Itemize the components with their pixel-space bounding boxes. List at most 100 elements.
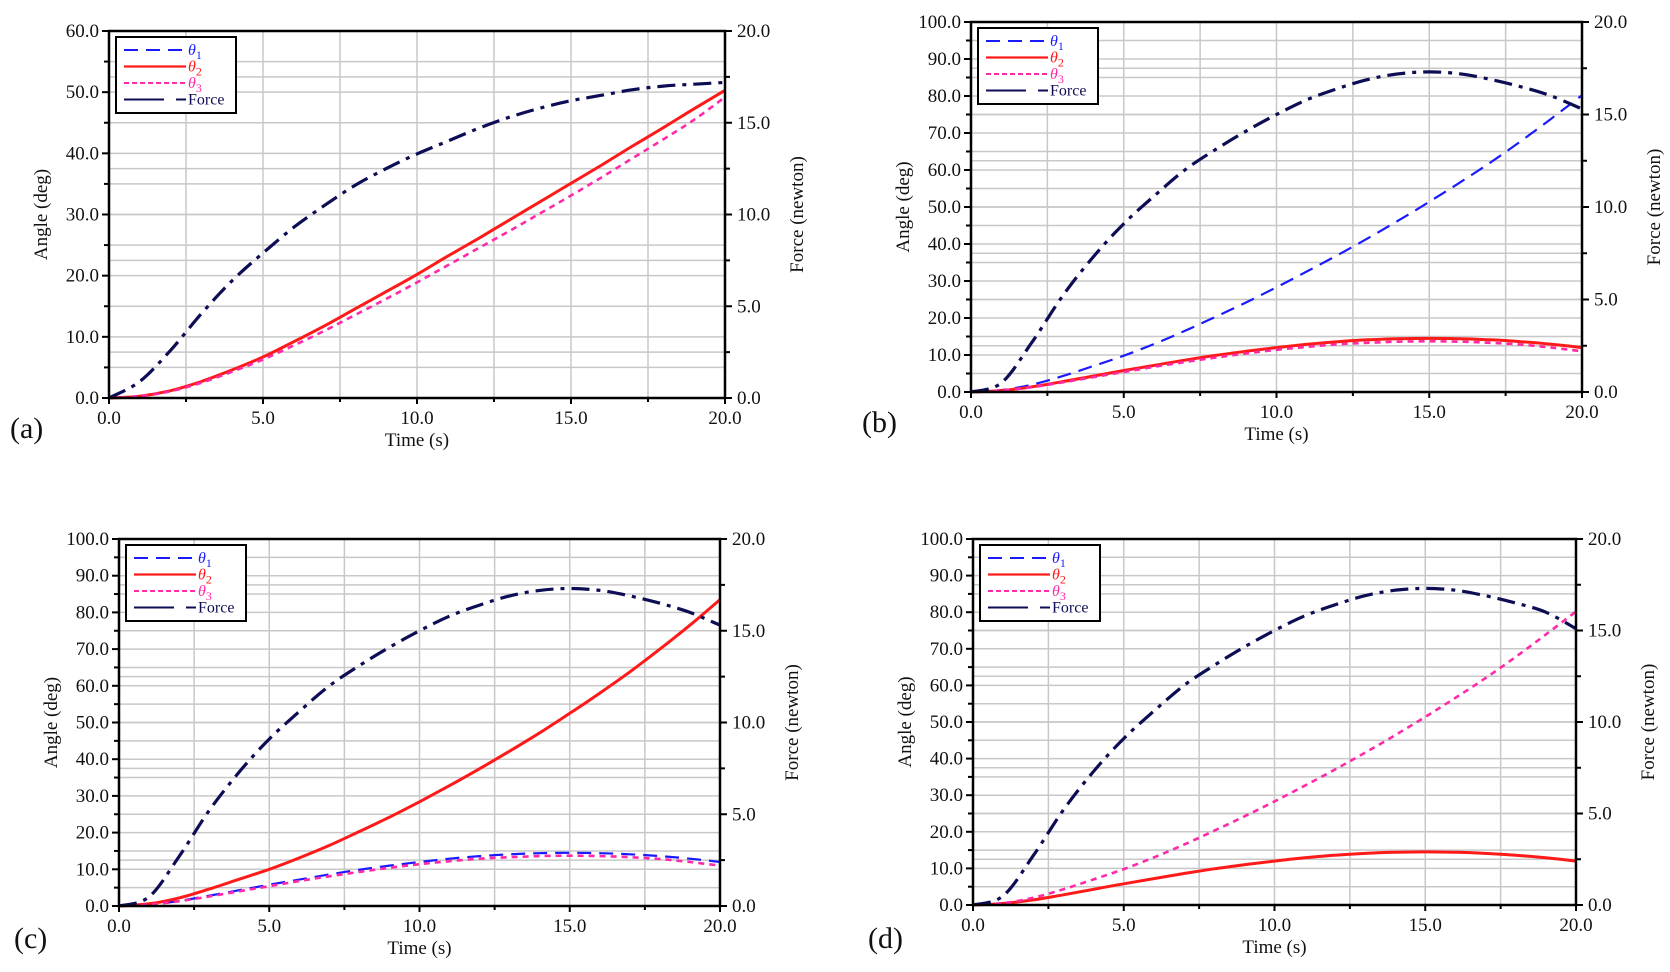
- y-tick-label: 60.0: [930, 675, 963, 696]
- y-axis-title: Angle (deg): [41, 677, 62, 768]
- x-tick-label: 5.0: [251, 408, 275, 429]
- y-axis-title: Angle (deg): [893, 161, 914, 252]
- legend-subscript: 1: [1060, 556, 1066, 570]
- y2-axis-title: Force (newton): [1638, 664, 1659, 781]
- legend-subscript: 1: [206, 556, 212, 570]
- chart-panel-d: 0.010.020.030.040.050.060.070.080.090.01…: [868, 529, 1659, 958]
- x-axis-title: Time (s): [387, 938, 451, 959]
- x-tick-label: 15.0: [554, 408, 587, 429]
- x-tick-label: 15.0: [553, 916, 586, 937]
- series-line-force: [118, 586, 721, 908]
- y-tick-label: 0.0: [937, 382, 961, 403]
- grid: [971, 22, 1582, 392]
- chart-panel-c: 0.010.020.030.040.050.060.070.080.090.01…: [14, 529, 803, 959]
- y2-tick-label: 10.0: [737, 205, 770, 226]
- legend-label-force: Force: [188, 92, 224, 109]
- x-axis-title: Time (s): [385, 430, 449, 451]
- y2-tick-label: 10.0: [1594, 197, 1627, 218]
- y-tick-label: 30.0: [66, 205, 99, 226]
- y-axis-title: Angle (deg): [895, 676, 916, 767]
- y-tick-label: 100.0: [66, 529, 109, 550]
- panel-label: (a): [10, 412, 43, 445]
- y2-tick-label: 20.0: [1594, 12, 1627, 33]
- legend-subscript: 2: [1058, 56, 1064, 70]
- legend-subscript: 2: [196, 65, 202, 79]
- series-line-force: [972, 586, 1577, 907]
- y-tick-label: 40.0: [928, 234, 961, 255]
- y-tick-label: 100.0: [920, 529, 963, 550]
- y-tick-label: 70.0: [76, 639, 109, 660]
- grid: [119, 539, 720, 906]
- x-tick-label: 10.0: [1258, 915, 1291, 936]
- y2-tick-label: 0.0: [1594, 382, 1618, 403]
- y2-tick-label: 5.0: [737, 296, 761, 317]
- y-tick-label: 60.0: [76, 676, 109, 697]
- y-tick-label: 50.0: [930, 712, 963, 733]
- panel-label: (c): [14, 922, 47, 955]
- x-axis-title: Time (s): [1244, 424, 1308, 445]
- y-tick-label: 0.0: [85, 896, 109, 917]
- y2-tick-label: 10.0: [732, 713, 765, 734]
- grid: [973, 539, 1576, 905]
- legend-subscript: 3: [196, 81, 202, 95]
- x-tick-label: 20.0: [703, 916, 736, 937]
- x-tick-label: 5.0: [1112, 915, 1136, 936]
- y-tick-label: 30.0: [930, 785, 963, 806]
- y-tick-label: 0.0: [75, 388, 99, 409]
- y-tick-label: 60.0: [66, 21, 99, 42]
- series-line-theta3: [118, 854, 721, 908]
- chart-panel-a: 0.010.020.030.040.050.060.00.05.010.015.…: [10, 21, 808, 451]
- legend-subscript: 1: [196, 48, 202, 62]
- y2-tick-label: 0.0: [1588, 895, 1612, 916]
- legend-subscript: 3: [1060, 589, 1066, 603]
- y-tick-label: 70.0: [930, 639, 963, 660]
- y2-tick-label: 15.0: [1588, 621, 1621, 642]
- x-tick-label: 0.0: [97, 408, 121, 429]
- y-tick-label: 70.0: [928, 123, 961, 144]
- legend-subscript: 3: [206, 589, 212, 603]
- y-tick-label: 60.0: [928, 160, 961, 181]
- y2-tick-label: 20.0: [737, 21, 770, 42]
- legend-subscript: 2: [206, 573, 212, 587]
- y-tick-label: 40.0: [930, 749, 963, 770]
- chart-panel-b: 0.010.020.030.040.050.060.070.080.090.01…: [862, 12, 1665, 445]
- y-tick-label: 40.0: [66, 143, 99, 164]
- y2-tick-label: 0.0: [732, 896, 756, 917]
- y-tick-label: 40.0: [76, 749, 109, 770]
- x-tick-label: 10.0: [1260, 402, 1293, 423]
- y-tick-label: 10.0: [76, 859, 109, 880]
- x-tick-label: 20.0: [1559, 915, 1592, 936]
- legend-subscript: 1: [1058, 39, 1064, 53]
- y-tick-label: 10.0: [66, 327, 99, 348]
- x-tick-label: 10.0: [400, 408, 433, 429]
- x-tick-label: 10.0: [403, 916, 436, 937]
- y-tick-label: 20.0: [66, 266, 99, 287]
- y2-tick-label: 5.0: [732, 804, 756, 825]
- y2-tick-label: 5.0: [1588, 804, 1612, 825]
- x-tick-label: 5.0: [257, 916, 281, 937]
- legend-label-force: Force: [198, 600, 234, 617]
- y-tick-label: 0.0: [939, 895, 963, 916]
- y-tick-label: 10.0: [928, 345, 961, 366]
- y-tick-label: 50.0: [76, 713, 109, 734]
- x-tick-label: 0.0: [961, 915, 985, 936]
- y2-axis-title: Force (newton): [782, 664, 803, 781]
- x-tick-label: 20.0: [708, 408, 741, 429]
- x-tick-label: 20.0: [1565, 402, 1598, 423]
- y-tick-label: 90.0: [930, 566, 963, 587]
- y2-axis-title: Force (newton): [1644, 149, 1665, 266]
- y2-axis-title: Force (newton): [787, 156, 808, 273]
- x-axis-title: Time (s): [1242, 937, 1306, 958]
- y-tick-label: 80.0: [928, 86, 961, 107]
- y2-tick-label: 0.0: [737, 388, 761, 409]
- x-tick-label: 0.0: [959, 402, 983, 423]
- y-tick-label: 50.0: [928, 197, 961, 218]
- y-tick-label: 80.0: [76, 602, 109, 623]
- panel-label: (d): [868, 922, 903, 955]
- legend-label-force: Force: [1052, 600, 1088, 617]
- series-line-theta1: [970, 94, 1583, 394]
- x-tick-label: 15.0: [1409, 915, 1442, 936]
- y2-tick-label: 15.0: [1594, 105, 1627, 126]
